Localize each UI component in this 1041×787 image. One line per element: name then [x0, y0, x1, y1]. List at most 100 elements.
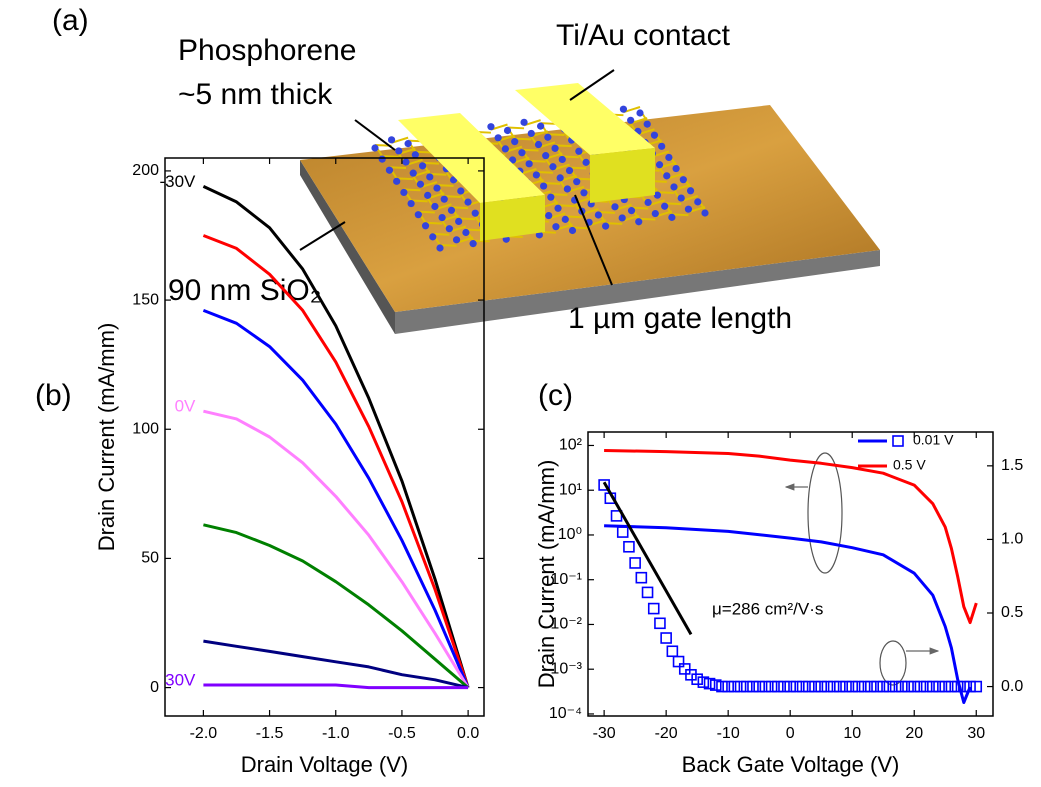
atom — [566, 167, 573, 174]
atom — [665, 154, 672, 161]
annotation: Phosphorene — [178, 34, 356, 67]
atom — [554, 205, 561, 212]
atom — [611, 203, 618, 210]
atom — [551, 145, 558, 152]
atom — [528, 130, 535, 137]
atom — [441, 196, 448, 203]
annotation: Ti/Au contact — [556, 19, 731, 52]
y-tick-label: 10⁻⁴ — [549, 705, 582, 722]
atom — [678, 194, 685, 201]
x-axis-label: Drain Voltage (V) — [241, 752, 409, 777]
data-point — [915, 682, 925, 692]
y2-tick-label: 0.5 — [1001, 604, 1023, 621]
callout — [880, 641, 906, 685]
y-tick-label: 100 — [132, 420, 159, 437]
y-tick-label: 10⁰ — [558, 526, 582, 543]
atom — [472, 210, 479, 217]
callout — [808, 453, 842, 573]
x-tick-label: -10 — [717, 725, 740, 742]
atom — [429, 233, 436, 240]
atom — [462, 229, 469, 236]
data-point — [760, 682, 770, 692]
atom — [495, 134, 502, 141]
atom — [701, 209, 708, 216]
atom — [518, 149, 525, 156]
y-tick-label: 10² — [559, 437, 583, 454]
atom — [537, 123, 544, 130]
data-point — [822, 682, 832, 692]
atom — [395, 147, 402, 154]
atom — [658, 143, 665, 150]
data-point — [798, 682, 808, 692]
atom — [651, 132, 658, 139]
data-point — [636, 573, 646, 583]
data-point — [643, 587, 653, 597]
data-point — [667, 646, 677, 656]
atom — [569, 227, 576, 234]
series-label: 30V — [165, 670, 196, 689]
x-axis-label: Back Gate Voltage (V) — [682, 752, 900, 777]
series-line — [203, 310, 468, 687]
atom — [552, 223, 559, 230]
atom — [540, 182, 547, 189]
panel-label: (b) — [35, 379, 72, 412]
atom — [470, 240, 477, 247]
series-label: 0V — [175, 397, 196, 416]
annotation: 1 µm gate length — [568, 302, 792, 335]
y-tick-label: 200 — [132, 162, 159, 179]
atom — [433, 184, 440, 191]
atom — [627, 117, 634, 124]
atom — [426, 173, 433, 180]
atom — [520, 119, 527, 126]
atom — [573, 178, 580, 185]
x-tick-label: -0.5 — [388, 725, 416, 742]
series-line — [604, 451, 976, 623]
series-label: -30V — [159, 172, 196, 191]
atom — [549, 163, 556, 170]
data-point — [971, 682, 981, 692]
atom — [544, 134, 551, 141]
atom — [635, 218, 642, 225]
atom — [661, 203, 668, 210]
data-point — [853, 682, 863, 692]
data-point — [729, 682, 739, 692]
data-point — [674, 657, 684, 667]
data-point — [934, 682, 944, 692]
x-tick-label: 10 — [843, 725, 861, 742]
atom — [388, 136, 395, 143]
y-tick-label: 0 — [150, 679, 159, 696]
data-point — [723, 682, 733, 692]
atom — [455, 218, 462, 225]
data-point — [804, 682, 814, 692]
atom — [694, 198, 701, 205]
atom — [602, 223, 609, 230]
y-tick-label: 150 — [132, 291, 159, 308]
atom — [410, 170, 417, 177]
atom — [628, 207, 635, 214]
atom — [680, 176, 687, 183]
atom — [408, 200, 415, 207]
atom — [595, 211, 602, 218]
x-tick-label: -2.0 — [190, 725, 218, 742]
data-point — [847, 682, 857, 692]
atom — [504, 127, 511, 134]
atom — [542, 152, 549, 159]
atom — [453, 236, 460, 243]
atom — [446, 225, 453, 232]
data-point — [829, 682, 839, 692]
atom — [415, 211, 422, 218]
x-tick-label: -1.5 — [256, 725, 284, 742]
atom — [439, 214, 446, 221]
atom — [417, 181, 424, 188]
atom — [668, 214, 675, 221]
atom — [644, 121, 651, 128]
atom — [652, 210, 659, 217]
atom — [464, 199, 471, 206]
atom — [379, 156, 386, 163]
atom — [670, 183, 677, 190]
atom — [620, 106, 627, 113]
annotation: 90 nm SiO₂ — [168, 274, 321, 307]
data-point — [922, 682, 932, 692]
x-tick-label: 0 — [786, 725, 795, 742]
data-point — [791, 682, 801, 692]
